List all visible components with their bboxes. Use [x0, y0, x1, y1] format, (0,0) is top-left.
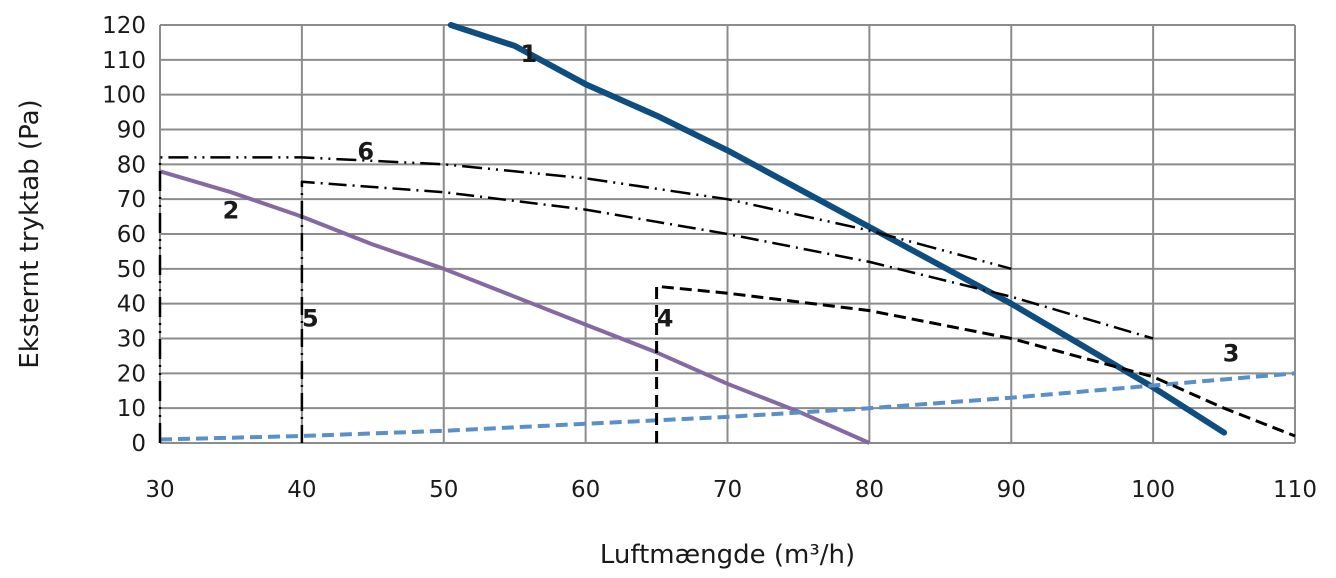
series-6-line: [158, 156, 1012, 443]
y-tick-label: 110: [102, 48, 146, 74]
x-tick-label: 90: [997, 477, 1026, 503]
series-4-label: 4: [657, 305, 674, 333]
y-tick-label: 10: [117, 396, 146, 422]
series-3-label: 3: [1223, 339, 1240, 367]
x-axis-ticks: 30 40 50 60 70 80 90 100 110: [145, 477, 1317, 503]
x-tick-label: 70: [713, 477, 742, 503]
y-tick-label: 30: [117, 327, 146, 353]
series-5-line: [300, 180, 1154, 443]
series-3-line: [159, 371, 1296, 442]
x-tick-label: 100: [1131, 477, 1175, 503]
y-axis-ticks: 0 10 20 30 40 50 60 70 80 90 100 110 120: [102, 13, 146, 457]
grid: [159, 24, 1296, 444]
series-layer: [158, 22, 1296, 445]
series-2-label: 2: [223, 197, 240, 225]
series-1-label: 1: [521, 40, 538, 68]
y-tick-label: 100: [102, 83, 146, 109]
y-tick-label: 50: [117, 257, 146, 283]
y-tick-label: 120: [102, 13, 146, 39]
y-tick-label: 20: [117, 361, 146, 387]
y-axis-title: Eksternt tryktab (Pa): [15, 99, 45, 368]
x-tick-label: 30: [145, 477, 174, 503]
series-2-line: [159, 169, 871, 445]
series-1-line: [447, 22, 1228, 436]
series-6-label: 6: [357, 137, 374, 165]
x-tick-label: 50: [429, 477, 458, 503]
series-5-label: 5: [302, 305, 319, 333]
y-tick-label: 60: [117, 222, 146, 248]
y-tick-label: 0: [131, 431, 146, 457]
y-tick-label: 80: [117, 152, 146, 178]
x-axis-title: Luftmængde (m³/h): [600, 540, 855, 570]
x-tick-label: 40: [287, 477, 316, 503]
y-tick-label: 40: [117, 292, 146, 318]
x-tick-label: 60: [571, 477, 600, 503]
y-tick-label: 90: [117, 118, 146, 144]
x-tick-label: 110: [1273, 477, 1317, 503]
series-labels: 1 2 3 4 5 6: [223, 40, 1240, 368]
x-tick-label: 80: [855, 477, 884, 503]
series-4-line: [655, 284, 1296, 443]
y-tick-label: 70: [117, 187, 146, 213]
